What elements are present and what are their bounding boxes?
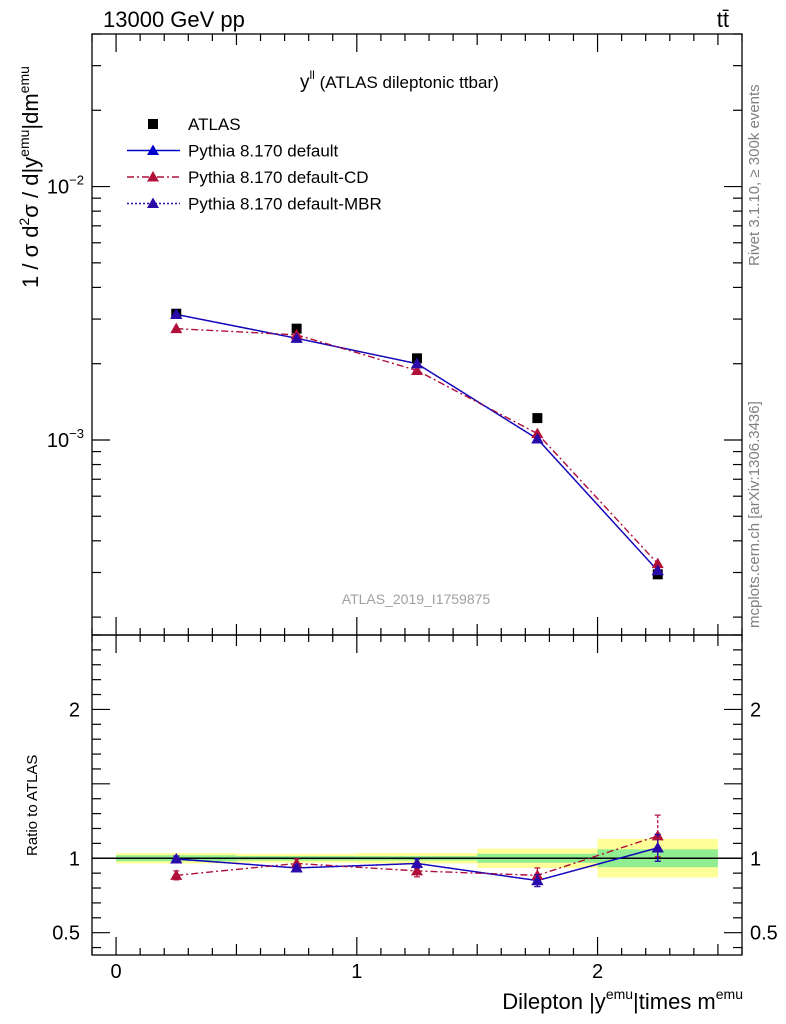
plot-title-sup: ll [310,68,315,82]
atlas-point-1 [291,323,302,334]
main-y-tick-base: 10 [47,430,69,452]
ratio-y-tick-label-0: 2 [69,699,80,721]
ratio-marker-mbr-2 [411,857,423,868]
main-marker-cd-3 [531,427,544,439]
legend-entry-1: Pythia 8.170 default [127,142,339,161]
x-tick-label-2: 2 [592,961,603,983]
main-y-tick-label-1: 10−3 [47,426,84,452]
legend-label-0: ATLAS [188,115,241,134]
ratio-y-label: Ratio to ATLAS [24,755,41,856]
ratio-y-tick-label-1: 1 [69,848,80,870]
legend-entry-0: ATLAS [148,115,241,134]
main-marker-mbr-2 [411,357,423,369]
x-tick-label-0: 0 [111,961,122,983]
main-y-label-a: 1 / σ d [18,226,43,289]
main-y-label-b: σ / d|y [18,157,43,218]
main-y-tick-exp: −2 [69,173,84,188]
atlas-point-3 [532,413,543,424]
legend-entry-2: Pythia 8.170 default-CD [127,168,369,187]
main-marker-mbr-4 [651,564,664,576]
main-marker-mbr-3 [531,432,544,444]
main-y-tick-label-0: 10−2 [47,173,84,199]
ratio-marker-cd-2 [411,864,423,876]
ratio-marker-mbr-4 [651,841,664,853]
ratio-y-tick-label-2: 0.5 [52,923,80,945]
watermark: ATLAS_2019_I1759875 [342,591,491,607]
ratio-marker-cd-0 [170,869,183,880]
legend-triangle-icon [147,144,159,155]
ratio-y-tick-label-right-2: 0.5 [750,923,778,945]
main-y-label-c: |dm [18,93,43,129]
ratio-marker-mbr-0 [170,853,183,864]
x-axis-label-b: |times m [633,989,716,1014]
main-marker-cd-4 [651,557,664,569]
legend-square-icon [148,119,158,129]
plot-title-main: y [300,72,310,93]
legend: ATLAS Pythia 8.170 default Pythia 8.170 de… [127,115,382,214]
mcplots-side-label: mcplots.cern.ch [arXiv:1306.3436] [746,401,763,628]
main-y-label-b-sup: emu [16,130,32,157]
legend-label-2: Pythia 8.170 default-CD [188,168,369,187]
x-tick-label-1: 1 [351,961,362,983]
rivet-side-label: Rivet 3.1.10, ≥ 300k events [746,84,763,266]
main-y-tick-exp: −3 [69,426,84,441]
main-line-mbr [176,313,659,572]
legend-label-3: Pythia 8.170 default-MBR [188,195,382,214]
main-y-label-a-sup: 2 [16,218,32,226]
main-y-label-c-sup: emu [16,66,32,93]
plot-title-rest: (ATLAS dileptonic ttbar) [315,73,499,92]
main-marker-mbr-1 [290,332,303,343]
ratio-y-tick-label-right-0: 2 [750,699,761,721]
x-axis-label: Dilepton |yemu|times memu [502,986,743,1014]
header-right: tt̄ [717,7,729,32]
ratio-marker-mbr-1 [290,861,303,873]
legend-entry-3: Pythia 8.170 default-MBR [127,195,382,214]
legend-label-1: Pythia 8.170 default [188,142,339,161]
main-marker-mbr-0 [170,308,183,319]
ratio-series [170,814,664,888]
main-marker-cd-0 [170,322,183,334]
legend-triangle-icon [147,171,159,182]
x-axis-label-a: Dilepton |y [502,989,606,1014]
header-left: 13000 GeV pp [103,7,245,32]
main-line-default [176,313,659,572]
ratio-y-tick-label-right-1: 1 [750,848,761,870]
legend-triangle-icon [147,197,159,208]
main-series [170,308,664,580]
axes-ticks: 0 1 210−210−32 21 10.5 0.5 [47,33,778,983]
plot-title: yll (ATLAS dileptonic ttbar) [300,68,499,93]
ratio-marker-mbr-3 [531,874,544,886]
x-axis-label-a-sup: emu [606,986,633,1002]
main-y-label: 1 / σ d2σ / d|yemu|dmemu [16,66,43,288]
main-marker-cd-2 [411,364,423,376]
main-y-tick-base: 10 [47,177,69,199]
x-axis-label-b-sup: emu [716,986,743,1002]
ratio-plot-frame [91,634,743,956]
